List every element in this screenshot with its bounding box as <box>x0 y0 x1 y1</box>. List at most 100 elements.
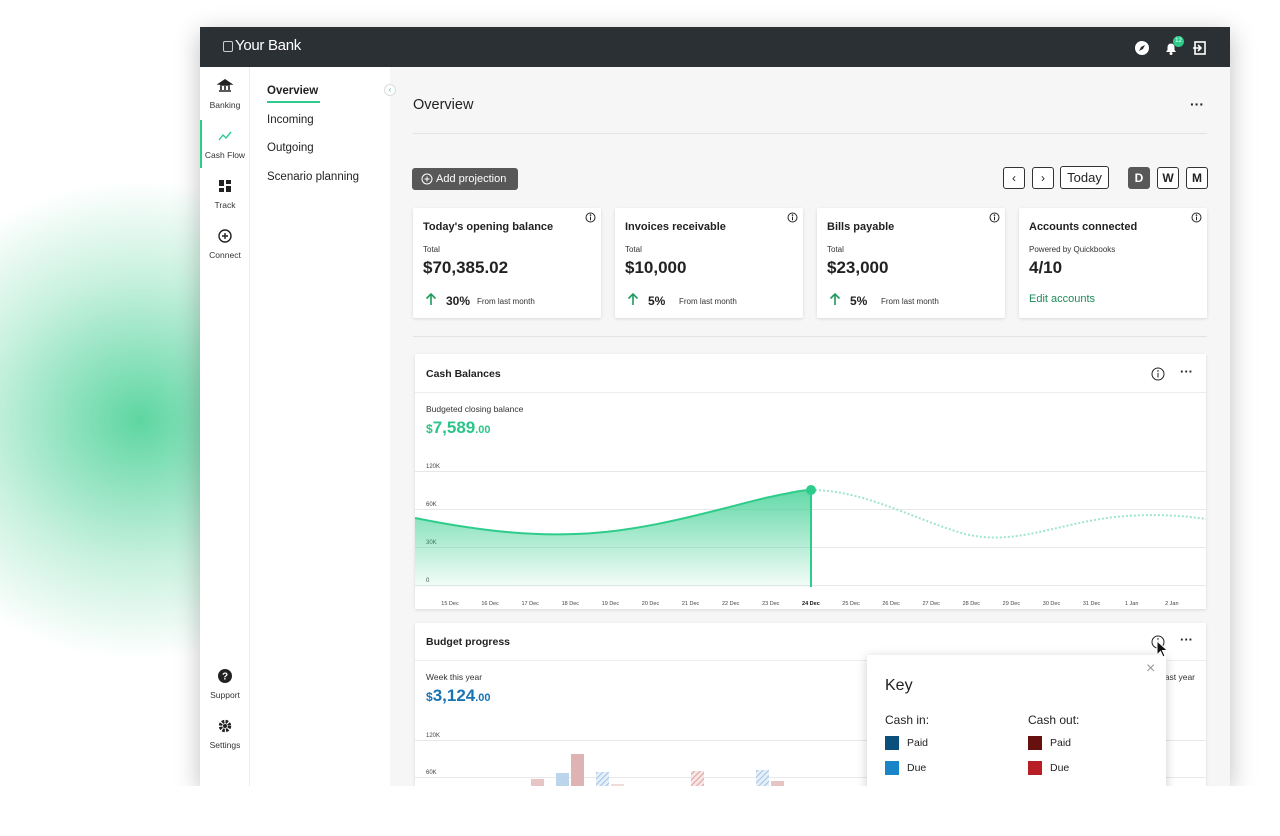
key-group-title: Cash out: <box>1028 713 1080 727</box>
rail-label[interactable]: Track <box>214 200 236 210</box>
collapse-button[interactable]: ‹ <box>384 84 396 96</box>
today-button[interactable]: Today <box>1060 166 1109 189</box>
header-bar <box>200 27 1230 67</box>
key-label: Due <box>1050 762 1070 774</box>
view-button[interactable]: D <box>1128 167 1150 189</box>
compass-icon <box>1135 41 1149 55</box>
subnav-item[interactable]: Incoming <box>267 113 314 126</box>
x-tick-label: 22 Dec <box>721 601 740 607</box>
next-button[interactable]: › <box>1032 167 1054 189</box>
amount-currency: $ <box>426 690 433 704</box>
card-subtitle: Total <box>423 245 440 254</box>
x-tick-label: 30 Dec <box>1042 601 1061 607</box>
up-arrow <box>627 292 639 305</box>
rail-icon <box>218 131 232 141</box>
grid-line <box>415 740 1206 741</box>
rail-label[interactable]: Banking <box>209 100 241 110</box>
card-value: 4/10 <box>1029 258 1063 277</box>
amount-cents: .00 <box>475 692 491 704</box>
key-popup <box>867 655 1166 805</box>
rail-label[interactable]: Cash Flow <box>204 150 246 160</box>
budget-bars <box>531 754 784 786</box>
up-arrow <box>425 292 437 305</box>
x-tick-label: 2 Jan <box>1165 601 1179 607</box>
card-note: From last month <box>679 297 737 306</box>
key-swatch <box>1028 761 1042 775</box>
y-tick-label: 60K <box>426 770 437 776</box>
subnav-item[interactable]: Scenario planning <box>267 171 360 184</box>
amount-label: Week this year <box>426 672 483 682</box>
rail-icon <box>217 79 233 92</box>
amount-cents: .00 <box>475 424 491 436</box>
key-group-title: Cash in: <box>885 713 930 727</box>
x-tick-label: 25 Dec <box>842 601 860 607</box>
subnav-item[interactable]: Overview <box>267 85 319 97</box>
info-icon <box>787 212 798 223</box>
info-icon <box>585 212 596 223</box>
subnav-item[interactable]: Outgoing <box>267 142 314 155</box>
rail-label[interactable]: Settings <box>209 740 241 750</box>
panel-title: Budget progress <box>426 636 511 648</box>
amount-whole: 7,589 <box>432 418 476 437</box>
x-tick-label: 18 Dec <box>561 601 580 607</box>
view-button[interactable]: M <box>1186 167 1208 189</box>
x-tick-label: 29 Dec <box>1002 601 1021 607</box>
key-label: Due <box>907 762 927 774</box>
card-change: 30% <box>446 294 471 308</box>
x-tick-label: 31 Dec <box>1082 601 1101 607</box>
card-title: Today's opening balance <box>423 221 554 233</box>
panel-divider <box>415 660 1206 661</box>
key-swatch <box>885 736 899 750</box>
close-button[interactable]: × <box>1146 660 1156 677</box>
divider <box>413 133 1207 134</box>
x-tick-label: 21 Dec <box>681 601 700 607</box>
subnav-panel <box>250 67 390 786</box>
logo-icon <box>223 41 233 52</box>
card <box>1019 208 1207 318</box>
card-title: Accounts connected <box>1029 221 1138 233</box>
card-title: Invoices receivable <box>625 221 726 233</box>
card <box>615 208 803 318</box>
subnav-underline <box>267 101 320 103</box>
amount: $7,589.00 <box>426 418 491 438</box>
card <box>817 208 1005 318</box>
add-projection-button[interactable]: Add projection <box>412 168 518 190</box>
amount-label: Week last year <box>1138 672 1195 682</box>
card-value: $70,385.02 <box>423 258 509 277</box>
svg-text:?: ? <box>222 672 228 683</box>
brand: Your Bank <box>235 37 301 54</box>
grid-line <box>415 471 1206 472</box>
view-button[interactable]: W <box>1157 167 1179 189</box>
rail-label[interactable]: Support <box>210 690 240 700</box>
more-button[interactable]: ··· <box>1180 632 1193 647</box>
prev-button[interactable]: ‹ <box>1003 167 1025 189</box>
card-title: Bills payable <box>827 221 895 233</box>
card-subtitle: Total <box>827 245 844 254</box>
y-tick-label: 60K <box>426 502 437 508</box>
rail-label[interactable]: Connect <box>209 250 241 260</box>
active-indicator <box>200 120 202 168</box>
more-button[interactable]: ··· <box>1190 96 1204 112</box>
notification-badge[interactable]: 12 <box>1173 36 1184 47</box>
amount-whole: 3,124 <box>432 686 476 705</box>
page-title: Overview <box>413 97 474 113</box>
amount-currency: $ <box>426 422 433 436</box>
card-change: 5% <box>850 294 868 308</box>
card-link[interactable]: Edit accounts <box>1029 293 1096 305</box>
key-swatch <box>1028 736 1042 750</box>
card <box>413 208 601 318</box>
card-note: From last month <box>881 297 939 306</box>
cursor <box>1156 640 1169 658</box>
icon-rail <box>200 67 250 786</box>
more-button[interactable]: ··· <box>1180 364 1193 379</box>
bottom-mask <box>0 786 1280 836</box>
x-tick-label: 19 Dec <box>601 601 620 607</box>
rail-icon <box>218 719 232 733</box>
plus-icon <box>421 173 433 185</box>
up-arrow <box>829 292 841 305</box>
bell-icon <box>1166 43 1176 55</box>
key-label: Paid <box>907 737 929 749</box>
x-tick-label: 16 Dec <box>481 601 499 607</box>
panel-title: Cash Balances <box>426 368 501 380</box>
